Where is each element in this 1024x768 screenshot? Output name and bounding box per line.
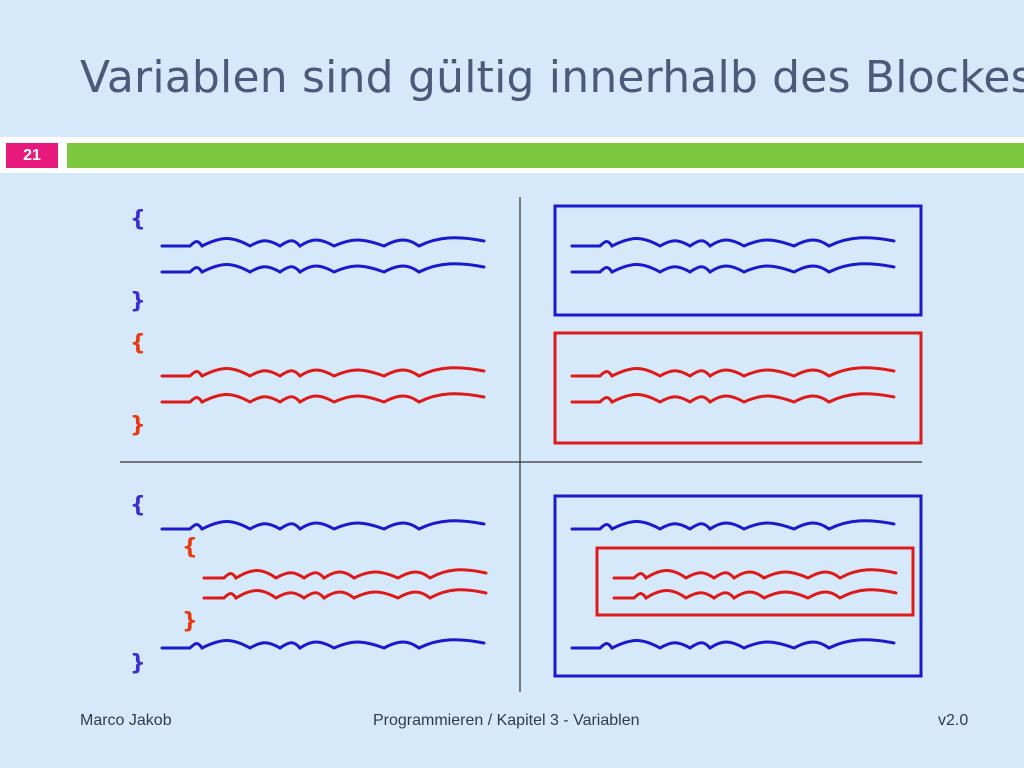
inner-scope-box [553,331,923,445]
close-brace: } [130,413,146,438]
left-top-code: { } { } [130,207,486,438]
inner-scope-box [595,546,915,617]
slide-number: 21 [6,143,58,168]
code-line [160,392,486,404]
code-line [570,236,896,248]
code-line [570,262,896,274]
code-line [570,519,896,531]
footer-course: Programmieren / Kapitel 3 - Variablen [373,712,640,729]
slide-title: Variablen sind gültig innerhalb des Bloc… [80,52,1024,103]
open-brace: { [130,331,146,356]
code-line [202,588,488,600]
code-line [160,262,486,274]
footer-version: v2.0 [938,712,969,729]
footer-author: Marco Jakob [80,712,172,729]
code-line [160,519,486,531]
close-brace: } [130,289,146,314]
code-line [612,588,898,600]
right-top-scopes [553,204,923,445]
code-line [570,366,896,378]
code-line [612,568,898,580]
accent-bar [67,143,1024,168]
code-line [160,366,486,378]
open-brace: { [182,535,198,560]
left-bottom-code: { { } } [130,493,488,676]
open-brace: { [130,493,146,518]
code-line [202,568,488,580]
code-line [160,236,486,248]
outer-scope-box [553,204,923,317]
right-bottom-scopes [553,494,923,678]
open-brace: { [130,207,146,232]
code-line [160,638,486,650]
close-brace: } [130,651,146,676]
close-brace: } [182,609,198,634]
code-line [570,638,896,650]
outer-scope-box [553,494,923,678]
code-line [570,392,896,404]
